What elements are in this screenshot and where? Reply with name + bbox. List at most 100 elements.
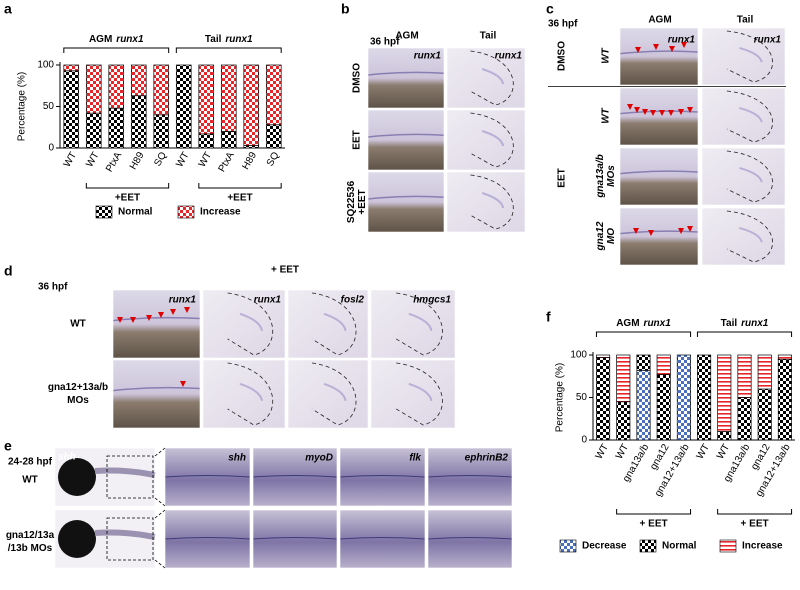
micrograph	[370, 359, 456, 429]
x-tick-label: SQ	[152, 150, 169, 168]
bar-segment	[198, 133, 215, 149]
micrograph	[112, 289, 201, 359]
legend-label: Increase	[200, 207, 241, 218]
micrograph	[446, 171, 526, 233]
panel-label: d	[4, 263, 13, 279]
column-label: Tail	[480, 31, 497, 42]
arrowhead	[678, 228, 684, 234]
label: myoD	[305, 453, 333, 464]
micrograph	[619, 27, 699, 86]
bar-segment	[717, 354, 732, 432]
micrograph	[252, 509, 338, 569]
bar-segment	[243, 145, 260, 149]
micrograph	[202, 289, 286, 359]
arrowhead	[653, 44, 659, 50]
legend-label: Normal	[662, 541, 697, 552]
y-axis-label: Percentage (%)	[17, 72, 28, 141]
label: /13b MOs	[8, 543, 53, 554]
bar-segment	[220, 64, 237, 132]
bar-segment	[717, 431, 732, 441]
label: runx1	[754, 35, 782, 46]
bar-segment	[63, 64, 80, 72]
bar-segment	[656, 354, 671, 375]
label: EET	[352, 130, 363, 149]
micrograph	[446, 47, 526, 109]
y-tick-label: 100	[570, 350, 587, 361]
arrowhead	[633, 228, 639, 234]
bar-segment	[616, 354, 631, 403]
legend-swatch	[559, 539, 577, 553]
micrograph	[446, 109, 526, 171]
arrowhead	[669, 46, 675, 52]
micrograph	[367, 171, 445, 233]
bar-segment	[616, 401, 631, 441]
stage-label: 36 hpf	[370, 37, 400, 48]
group-label: AGM runx1	[616, 318, 671, 329]
label: MO	[606, 228, 617, 244]
label: MOs	[606, 165, 617, 187]
micrograph	[252, 447, 338, 507]
x-tick-label: PtxA	[217, 150, 237, 174]
label: gna13a/b	[595, 154, 606, 198]
arrowhead	[648, 230, 654, 236]
bar-segment	[153, 114, 170, 149]
micrograph	[701, 27, 786, 86]
label: gna12/13a	[6, 530, 55, 541]
y-tick-label: 0	[581, 435, 587, 446]
arrowhead	[180, 381, 186, 387]
x-tick-label: WT	[197, 150, 214, 169]
group-bracket	[595, 331, 692, 337]
bar-segment	[130, 64, 147, 97]
arrowhead	[158, 312, 164, 318]
micrograph	[287, 289, 369, 359]
bar-segment	[85, 112, 102, 149]
x-tick-label: SQ	[265, 150, 282, 168]
label: ephrinB2	[465, 453, 509, 464]
y-tick-label: 0	[48, 143, 54, 154]
connector	[154, 447, 166, 507]
bar-segment	[697, 354, 712, 441]
bar-segment	[198, 64, 215, 135]
x-tick-label: WT	[594, 442, 611, 461]
treatment-bracket	[717, 509, 793, 515]
column-label: AGM	[648, 15, 671, 26]
treatment-label: +EET	[227, 193, 252, 204]
arrowhead	[130, 317, 136, 323]
condition-label: EET	[557, 168, 568, 187]
bar-segment	[737, 354, 752, 398]
legend-label: Decrease	[582, 541, 627, 552]
label: WT	[22, 475, 38, 486]
micrograph	[287, 359, 369, 429]
label: MOs	[67, 395, 89, 406]
bar-segment	[108, 107, 125, 149]
label: runx1	[169, 295, 197, 306]
column-label: AGM	[395, 31, 418, 42]
group-name: AGM	[616, 318, 639, 329]
bar-segment	[265, 64, 282, 126]
bar-segment	[265, 124, 282, 149]
condition-label: DMSO	[557, 41, 568, 71]
treatment-label: +EET	[115, 193, 140, 204]
label: runx1	[668, 35, 696, 46]
group-name: AGM	[89, 34, 112, 45]
label: fosl2	[341, 295, 365, 306]
y-tick-label: 50	[576, 392, 588, 403]
bar-segment	[63, 70, 80, 149]
group-gene: runx1	[741, 318, 769, 329]
legend-swatch	[177, 205, 195, 219]
treatment-bracket	[616, 509, 692, 515]
arrowhead	[117, 317, 123, 323]
panel-label: e	[4, 438, 12, 454]
bar-segment	[757, 354, 772, 390]
arrowhead	[627, 104, 633, 110]
treatment-label: + EET	[741, 519, 769, 530]
group-gene: runx1	[225, 34, 253, 45]
label: runx1	[495, 51, 523, 62]
stage-label: 24-28 hpf	[8, 457, 53, 468]
micrograph	[54, 447, 156, 507]
group-gene: runx1	[644, 318, 672, 329]
label: DMSO	[352, 63, 363, 93]
micrograph	[701, 207, 786, 266]
stage-label: 36 hpf	[38, 282, 68, 293]
legend-swatch	[719, 539, 737, 553]
